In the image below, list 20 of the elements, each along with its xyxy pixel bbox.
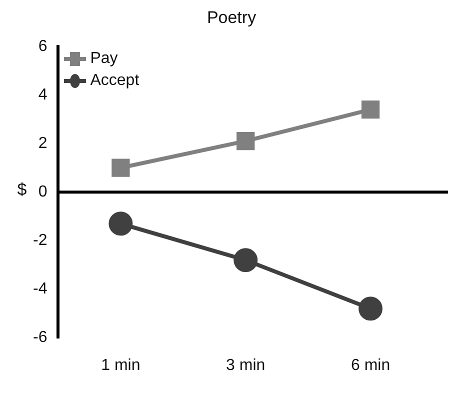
y-tick-label: 2 bbox=[38, 134, 48, 152]
legend-label: Accept bbox=[90, 72, 140, 90]
y-tick-label: -6 bbox=[32, 329, 48, 346]
point bbox=[358, 296, 383, 321]
x-tick-label: 6 min bbox=[350, 356, 390, 374]
point bbox=[234, 248, 258, 272]
y-tick-label: 0 bbox=[38, 184, 48, 201]
x-tick-label: 3 min bbox=[226, 356, 266, 374]
x-tick-label: 1 min bbox=[101, 356, 140, 374]
y-tick-label: -4 bbox=[32, 280, 48, 298]
y-tick-label: 6 bbox=[38, 38, 48, 55]
point bbox=[108, 212, 133, 236]
point bbox=[236, 132, 255, 150]
legend-label: Pay bbox=[90, 50, 118, 68]
y-tick-label: -2 bbox=[32, 232, 48, 250]
point bbox=[361, 100, 380, 119]
y-tick-label: 4 bbox=[38, 86, 48, 104]
y-axis-title: $ bbox=[17, 180, 28, 199]
point bbox=[112, 158, 130, 177]
chart-title: Poetry bbox=[206, 8, 257, 27]
